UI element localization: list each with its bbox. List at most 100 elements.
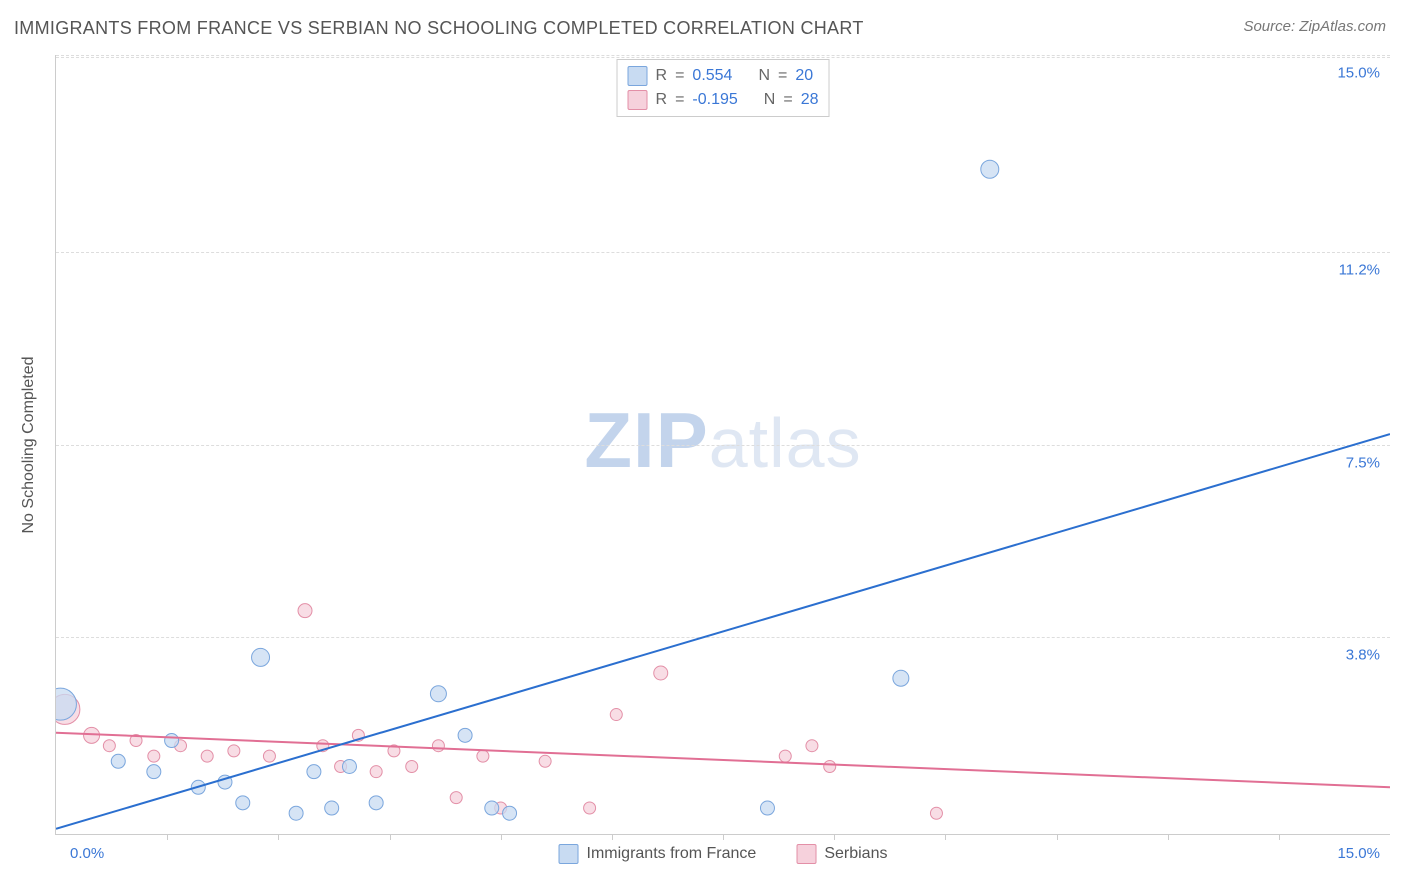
- y-tick-label: 3.8%: [1346, 646, 1380, 663]
- legend-label-serbians: Serbians: [824, 845, 887, 863]
- source-attribution: Source: ZipAtlas.com: [1243, 18, 1386, 35]
- plot-area: ZIPatlas 3.8% 7.5% 11.2% 15.0% R = 0.554 N …: [55, 55, 1390, 835]
- scatter-point-serbians: [406, 760, 418, 772]
- legend-label-france: Immigrants from France: [587, 845, 757, 863]
- scatter-point-serbians: [388, 745, 400, 757]
- r-value-france: 0.554: [692, 64, 732, 88]
- scatter-point-france: [218, 775, 232, 789]
- scatter-point-serbians: [930, 807, 942, 819]
- scatter-point-france: [307, 765, 321, 779]
- scatter-point-serbians: [824, 760, 836, 772]
- x-tick: [945, 834, 946, 840]
- scatter-point-serbians: [654, 666, 668, 680]
- stat-legend: R = 0.554 N = 20 R = -0.195 N = 28: [617, 59, 830, 117]
- eq-label: =: [778, 64, 787, 88]
- scatter-point-serbians: [610, 709, 622, 721]
- gridline: [56, 252, 1390, 253]
- gridline: [56, 55, 1390, 56]
- n-value-serbians: 28: [801, 88, 819, 112]
- r-label: R: [656, 64, 668, 88]
- watermark-light: atlas: [709, 403, 862, 481]
- scatter-point-france: [289, 806, 303, 820]
- scatter-point-france: [147, 765, 161, 779]
- n-label: N: [758, 64, 770, 88]
- scatter-point-france: [325, 801, 339, 815]
- stat-legend-row-serbians: R = -0.195 N = 28: [628, 88, 819, 112]
- bottom-legend-france: Immigrants from France: [559, 844, 757, 864]
- scatter-point-france: [56, 688, 76, 720]
- scatter-point-serbians: [335, 760, 347, 772]
- x-tick: [612, 834, 613, 840]
- scatter-point-france: [760, 801, 774, 815]
- x-tick: [390, 834, 391, 840]
- y-tick-label: 15.0%: [1337, 65, 1380, 82]
- scatter-point-france: [165, 734, 179, 748]
- y-tick-label: 11.2%: [1339, 262, 1380, 279]
- scatter-point-serbians: [175, 740, 187, 752]
- gridline: [56, 637, 1390, 638]
- scatter-point-serbians: [317, 740, 329, 752]
- legend-swatch-france: [559, 844, 579, 864]
- scatter-point-france: [503, 806, 517, 820]
- eq-label: =: [675, 64, 684, 88]
- scatter-point-serbians: [539, 755, 551, 767]
- bottom-legend: Immigrants from France Serbians: [559, 844, 888, 864]
- scatter-point-france: [893, 670, 909, 686]
- chart-title: IMMIGRANTS FROM FRANCE VS SERBIAN NO SCH…: [14, 18, 864, 39]
- scatter-point-france: [252, 648, 270, 666]
- legend-swatch-france: [628, 66, 648, 86]
- scatter-point-france: [458, 728, 472, 742]
- scatter-point-serbians: [103, 740, 115, 752]
- x-tick: [278, 834, 279, 840]
- scatter-point-france: [191, 780, 205, 794]
- x-axis-min-label: 0.0%: [70, 845, 104, 862]
- bottom-legend-serbians: Serbians: [796, 844, 887, 864]
- scatter-point-france: [111, 754, 125, 768]
- scatter-point-serbians: [495, 802, 507, 814]
- scatter-point-serbians: [148, 750, 160, 762]
- scatter-point-serbians: [432, 740, 444, 752]
- scatter-point-serbians: [352, 729, 364, 741]
- scatter-point-serbians: [806, 740, 818, 752]
- x-tick: [834, 834, 835, 840]
- gridline: [56, 445, 1390, 446]
- scatter-point-serbians: [130, 735, 142, 747]
- watermark: ZIPatlas: [584, 394, 861, 485]
- r-value-serbians: -0.195: [692, 88, 737, 112]
- scatter-point-serbians: [584, 802, 596, 814]
- scatter-point-france: [981, 160, 999, 178]
- eq-label: =: [675, 88, 684, 112]
- trendline-serbians: [56, 733, 1390, 788]
- stat-legend-row-france: R = 0.554 N = 20: [628, 64, 819, 88]
- scatter-point-france: [342, 759, 356, 773]
- r-label: R: [656, 88, 668, 112]
- scatter-point-serbians: [84, 727, 100, 743]
- scatter-point-france: [430, 686, 446, 702]
- trendline-france: [56, 434, 1390, 829]
- scatter-point-serbians: [370, 766, 382, 778]
- x-tick: [1168, 834, 1169, 840]
- x-tick: [723, 834, 724, 840]
- scatter-point-france: [236, 796, 250, 810]
- watermark-bold: ZIP: [584, 395, 708, 483]
- legend-swatch-serbians: [628, 90, 648, 110]
- x-tick: [1057, 834, 1058, 840]
- scatter-point-serbians: [201, 750, 213, 762]
- legend-swatch-serbians: [796, 844, 816, 864]
- gridline: [56, 57, 1390, 58]
- n-value-france: 20: [795, 64, 813, 88]
- x-tick: [167, 834, 168, 840]
- y-axis-title: No Schooling Completed: [20, 357, 38, 534]
- x-tick: [501, 834, 502, 840]
- scatter-point-serbians: [56, 694, 80, 724]
- x-axis-max-label: 15.0%: [1337, 845, 1380, 862]
- eq-label: =: [783, 88, 792, 112]
- scatter-point-serbians: [228, 745, 240, 757]
- y-tick-label: 7.5%: [1346, 454, 1380, 471]
- scatter-point-serbians: [450, 792, 462, 804]
- scatter-point-serbians: [477, 750, 489, 762]
- scatter-point-serbians: [298, 604, 312, 618]
- x-tick: [1279, 834, 1280, 840]
- scatter-point-france: [485, 801, 499, 815]
- scatter-point-france: [369, 796, 383, 810]
